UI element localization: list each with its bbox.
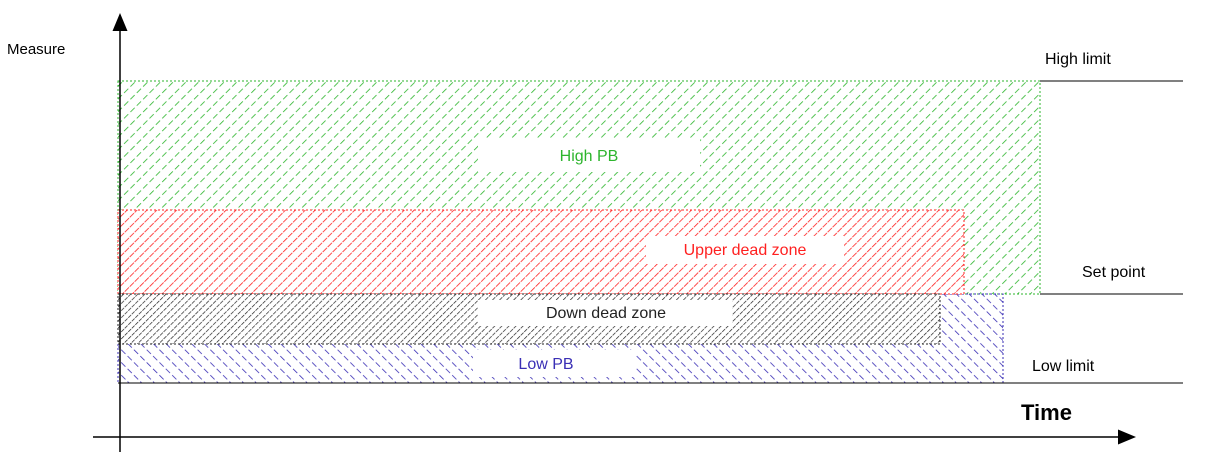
low-pb-label: Low PB: [518, 356, 573, 373]
high-pb-label: High PB: [560, 148, 619, 165]
low-pb-label-bg: [473, 350, 636, 377]
down-dead-zone-label-bg: [478, 300, 732, 326]
down-dead-zone-label: Down dead zone: [546, 305, 666, 322]
y-axis-label: Measure: [7, 41, 65, 58]
upper-dead-zone-label-bg: [646, 236, 844, 264]
high-limit-label: High limit: [1045, 51, 1111, 68]
x-axis-label: Time: [1021, 400, 1072, 425]
high-pb-label-bg: [478, 138, 700, 172]
low-limit-label: Low limit: [1032, 358, 1095, 375]
set-point-label: Set point: [1082, 264, 1146, 281]
upper-dead-zone-label: Upper dead zone: [684, 242, 807, 259]
